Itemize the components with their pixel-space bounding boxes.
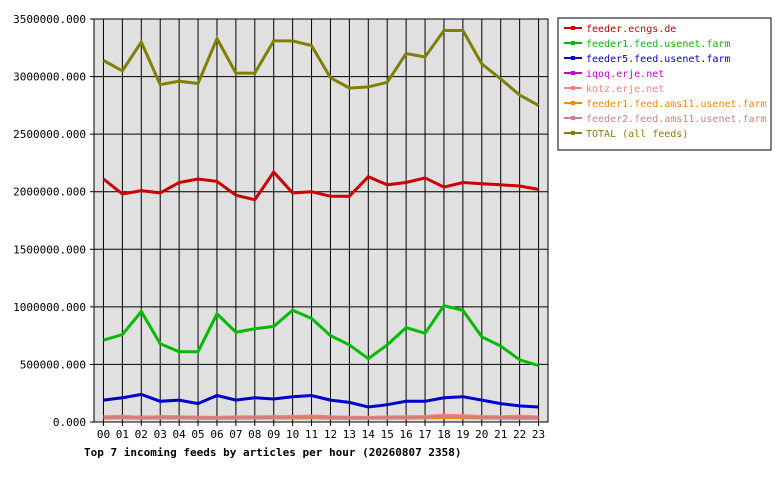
y-tick-label: 3500000.000 [13, 13, 86, 26]
x-tick-label: 21 [494, 428, 507, 441]
x-tick-label: 20 [475, 428, 488, 441]
legend-label: feeder1.feed.ams11.usenet.farm [586, 99, 767, 110]
plot-frame [93, 18, 549, 423]
x-tick-label: 00 [97, 428, 110, 441]
x-tick-label: 19 [456, 428, 469, 441]
y-tick-label: 500000.000 [20, 358, 86, 371]
x-tick-label: 18 [437, 428, 450, 441]
y-tick-label: 2000000.000 [13, 186, 86, 199]
x-tick-label: 05 [191, 428, 204, 441]
x-tick-label: 02 [135, 428, 148, 441]
x-tick-label: 03 [154, 428, 167, 441]
y-tick-label: 1000000.000 [13, 301, 86, 314]
y-tick-label: 2500000.000 [13, 128, 86, 141]
x-tick-label: 09 [267, 428, 280, 441]
x-tick-label: 11 [305, 428, 318, 441]
legend-label: feeder.ecngs.de [586, 24, 676, 35]
plot-area [94, 19, 548, 422]
legend-marker [571, 86, 575, 90]
x-tick-label: 15 [381, 428, 394, 441]
chart-title: Top 7 incoming feeds by articles per hou… [84, 446, 462, 459]
series-line [102, 169, 539, 202]
x-tick-label: 16 [400, 428, 413, 441]
legend-label: feeder2.feed.ams11.usenet.farm [586, 114, 767, 125]
legend-label: iqoq.erje.net [586, 69, 664, 80]
y-tick-label: 3000000.000 [13, 71, 86, 84]
legend-marker [571, 26, 575, 30]
legend-marker [571, 71, 575, 75]
legend-marker [571, 131, 575, 135]
series-line [102, 29, 540, 107]
x-tick-labels: 00 01 02 03 04 05 06 07 08 09 10 11 12 13 14 15 16 17 18 19… [97, 422, 545, 441]
x-tick-label: 13 [343, 428, 356, 441]
x-tick-label: 23 [532, 428, 545, 441]
legend-marker [571, 41, 575, 45]
y-tick-label: 1500000.000 [13, 243, 86, 256]
series-line [103, 303, 539, 368]
series-line [103, 392, 539, 409]
legend-marker [571, 101, 575, 105]
x-tick-label: 06 [210, 428, 223, 441]
x-tick-label: 10 [286, 428, 299, 441]
legend-label: feeder5.feed.usenet.farm [586, 54, 731, 65]
legend-box [557, 17, 772, 151]
legend-label: feeder1.feed.usenet.farm [586, 39, 731, 50]
legend: feeder.ecngs.de feeder1.feed.usenet.farm f… [557, 17, 772, 151]
x-tick-label: 22 [513, 428, 526, 441]
series-layer [102, 29, 540, 420]
y-tick-label: 0.000 [53, 416, 86, 429]
legend-marker [571, 116, 575, 120]
x-tick-label: 07 [229, 428, 242, 441]
x-tick-label: 12 [324, 428, 337, 441]
x-tick-label: 14 [362, 428, 376, 441]
series-line [103, 414, 539, 420]
x-tick-label: 17 [418, 428, 431, 441]
x-tick-label: 01 [116, 428, 129, 441]
legend-label: kotz.erje.net [586, 84, 664, 95]
x-tick-label: 08 [248, 428, 261, 441]
y-tick-labels: 0.000 500000.000 1000000.000 1500000.000 200… [13, 13, 94, 429]
legend-marker [571, 56, 575, 60]
x-tick-label: 04 [173, 428, 187, 441]
grid-lines [94, 19, 548, 422]
legend-label: TOTAL (all feeds) [586, 129, 688, 140]
